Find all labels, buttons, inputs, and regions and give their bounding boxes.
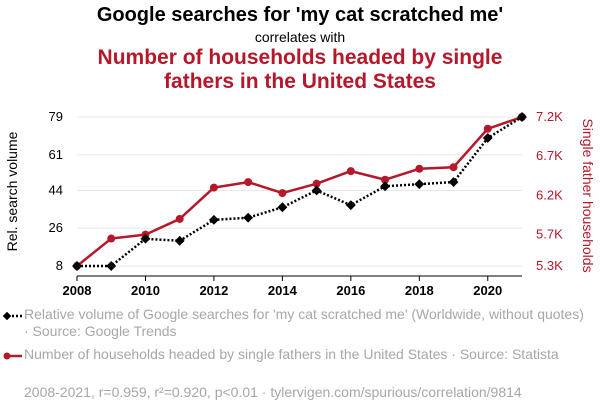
- legend-swatch-dotted-diamond: [2, 311, 22, 321]
- chart-subtitle-connector: correlates with: [254, 29, 346, 45]
- x-tick-label: 2012: [199, 283, 228, 298]
- y-left-tick-label: 44: [49, 182, 63, 197]
- y-left-axis-label: Rel. search volume: [4, 131, 20, 251]
- series-households-point: [312, 179, 321, 188]
- x-tick-label: 2016: [336, 283, 365, 298]
- legend-label-households: Number of households headed by single fa…: [24, 346, 559, 362]
- x-tick-label: 2014: [268, 283, 298, 298]
- series-searches-point: [140, 233, 151, 244]
- series-searches-point: [174, 235, 185, 246]
- series-households-point: [107, 234, 116, 243]
- series-searches-point: [345, 200, 356, 211]
- series-searches-point: [106, 261, 117, 271]
- series-households-point: [209, 183, 218, 192]
- series-households-point: [381, 175, 390, 184]
- y-right-tick-label: 6.2K: [536, 187, 563, 202]
- series-searches-point: [482, 133, 493, 143]
- y-left-tick-label: 61: [49, 147, 63, 162]
- y-right-tick-label: 5.3K: [536, 258, 563, 273]
- chart-subtitle: Number of households headed by single fa…: [97, 46, 503, 93]
- y-left-tick-label: 79: [49, 109, 63, 124]
- series-households-point: [449, 163, 458, 172]
- y-right-tick-label: 7.2K: [536, 109, 563, 124]
- series-households-point: [175, 214, 184, 223]
- y-left-tick-label: 26: [49, 220, 63, 235]
- y-right-tick-label: 6.7K: [536, 148, 563, 163]
- series-households-point: [415, 164, 424, 173]
- series-searches-point: [243, 212, 254, 223]
- chart-canvas: 8 26 44 61 79 5.3K 5.7K 6.2K 6.7K 7.2K 2008 2010 201…: [4, 109, 596, 298]
- series-searches-line: [77, 115, 523, 268]
- series-households-point: [483, 124, 492, 133]
- x-tick-label: 2010: [131, 283, 160, 298]
- x-tick-label: 2018: [405, 283, 434, 298]
- series-searches-point: [380, 181, 391, 192]
- series-households-point: [244, 178, 253, 187]
- series-searches-point: [277, 202, 288, 213]
- series-households-point: [278, 189, 287, 198]
- y-left-tick-label: 8: [56, 258, 63, 273]
- series-searches-point: [414, 179, 425, 190]
- y-right-axis-label: Single father households: [580, 118, 596, 272]
- series-households-line: [76, 115, 523, 267]
- x-tick-label: 2020: [473, 283, 502, 298]
- legend-label-searches: Relative volume of Google searches for '…: [24, 306, 584, 339]
- series-searches-point: [517, 112, 527, 122]
- series-searches-point: [448, 177, 459, 188]
- chart-title: Google searches for 'my cat scratched me…: [96, 4, 504, 26]
- series-households-point: [346, 167, 355, 176]
- x-tick-label: 2008: [63, 283, 92, 298]
- y-right-tick-label: 5.7K: [536, 227, 563, 242]
- series-searches-point: [311, 185, 322, 196]
- footer-stats: 2008-2021, r=0.959, r²=0.920, p<0.01 · t…: [24, 384, 522, 400]
- series-searches-point: [208, 214, 219, 225]
- legend-swatch-solid-circle: [3, 352, 22, 360]
